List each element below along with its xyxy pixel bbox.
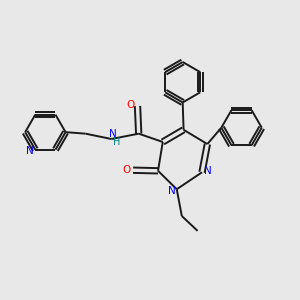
Text: H: H (113, 137, 120, 147)
Text: N: N (167, 186, 175, 196)
Text: O: O (127, 100, 135, 110)
Text: O: O (122, 165, 130, 175)
Text: N: N (26, 146, 34, 156)
Text: N: N (204, 167, 212, 176)
Text: N: N (109, 129, 117, 139)
